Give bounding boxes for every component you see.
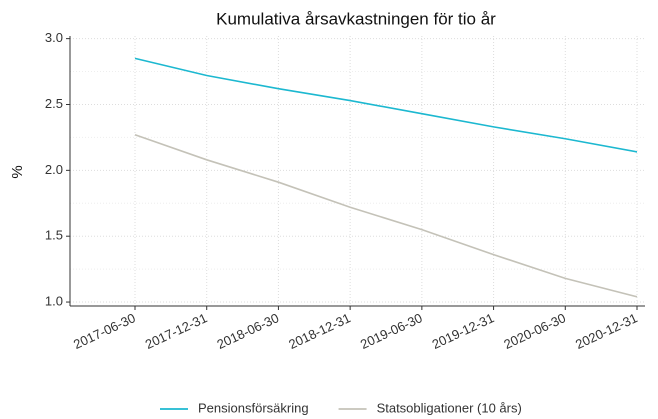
x-tick-label: 2020-12-31 <box>573 310 640 352</box>
x-tick-label: 2019-06-30 <box>358 310 425 352</box>
series-line <box>134 57 638 153</box>
x-tick-label: 2017-12-31 <box>143 310 210 352</box>
legend-label: Statsobligationer (10 års) <box>377 400 522 415</box>
y-axis-label: % <box>9 165 26 178</box>
x-tick-label: 2018-12-31 <box>286 310 353 352</box>
legend-label: Pensionsförsäkring <box>198 400 309 415</box>
series-line <box>134 134 638 298</box>
x-tick-label: 2020-06-30 <box>501 310 568 352</box>
x-tick-label: 2018-06-30 <box>215 310 282 352</box>
y-tick-label: 1.5 <box>45 228 63 243</box>
y-tick-label: 1.0 <box>45 293 63 308</box>
x-tick-label: 2019-12-31 <box>430 310 497 352</box>
x-tick-label: 2017-06-30 <box>71 310 138 352</box>
chart-title: Kumulativa årsavkastningen för tio år <box>216 9 496 28</box>
y-tick-label: 2.0 <box>45 162 63 177</box>
y-tick-label: 2.5 <box>45 96 63 111</box>
y-tick-label: 3.0 <box>45 30 63 45</box>
